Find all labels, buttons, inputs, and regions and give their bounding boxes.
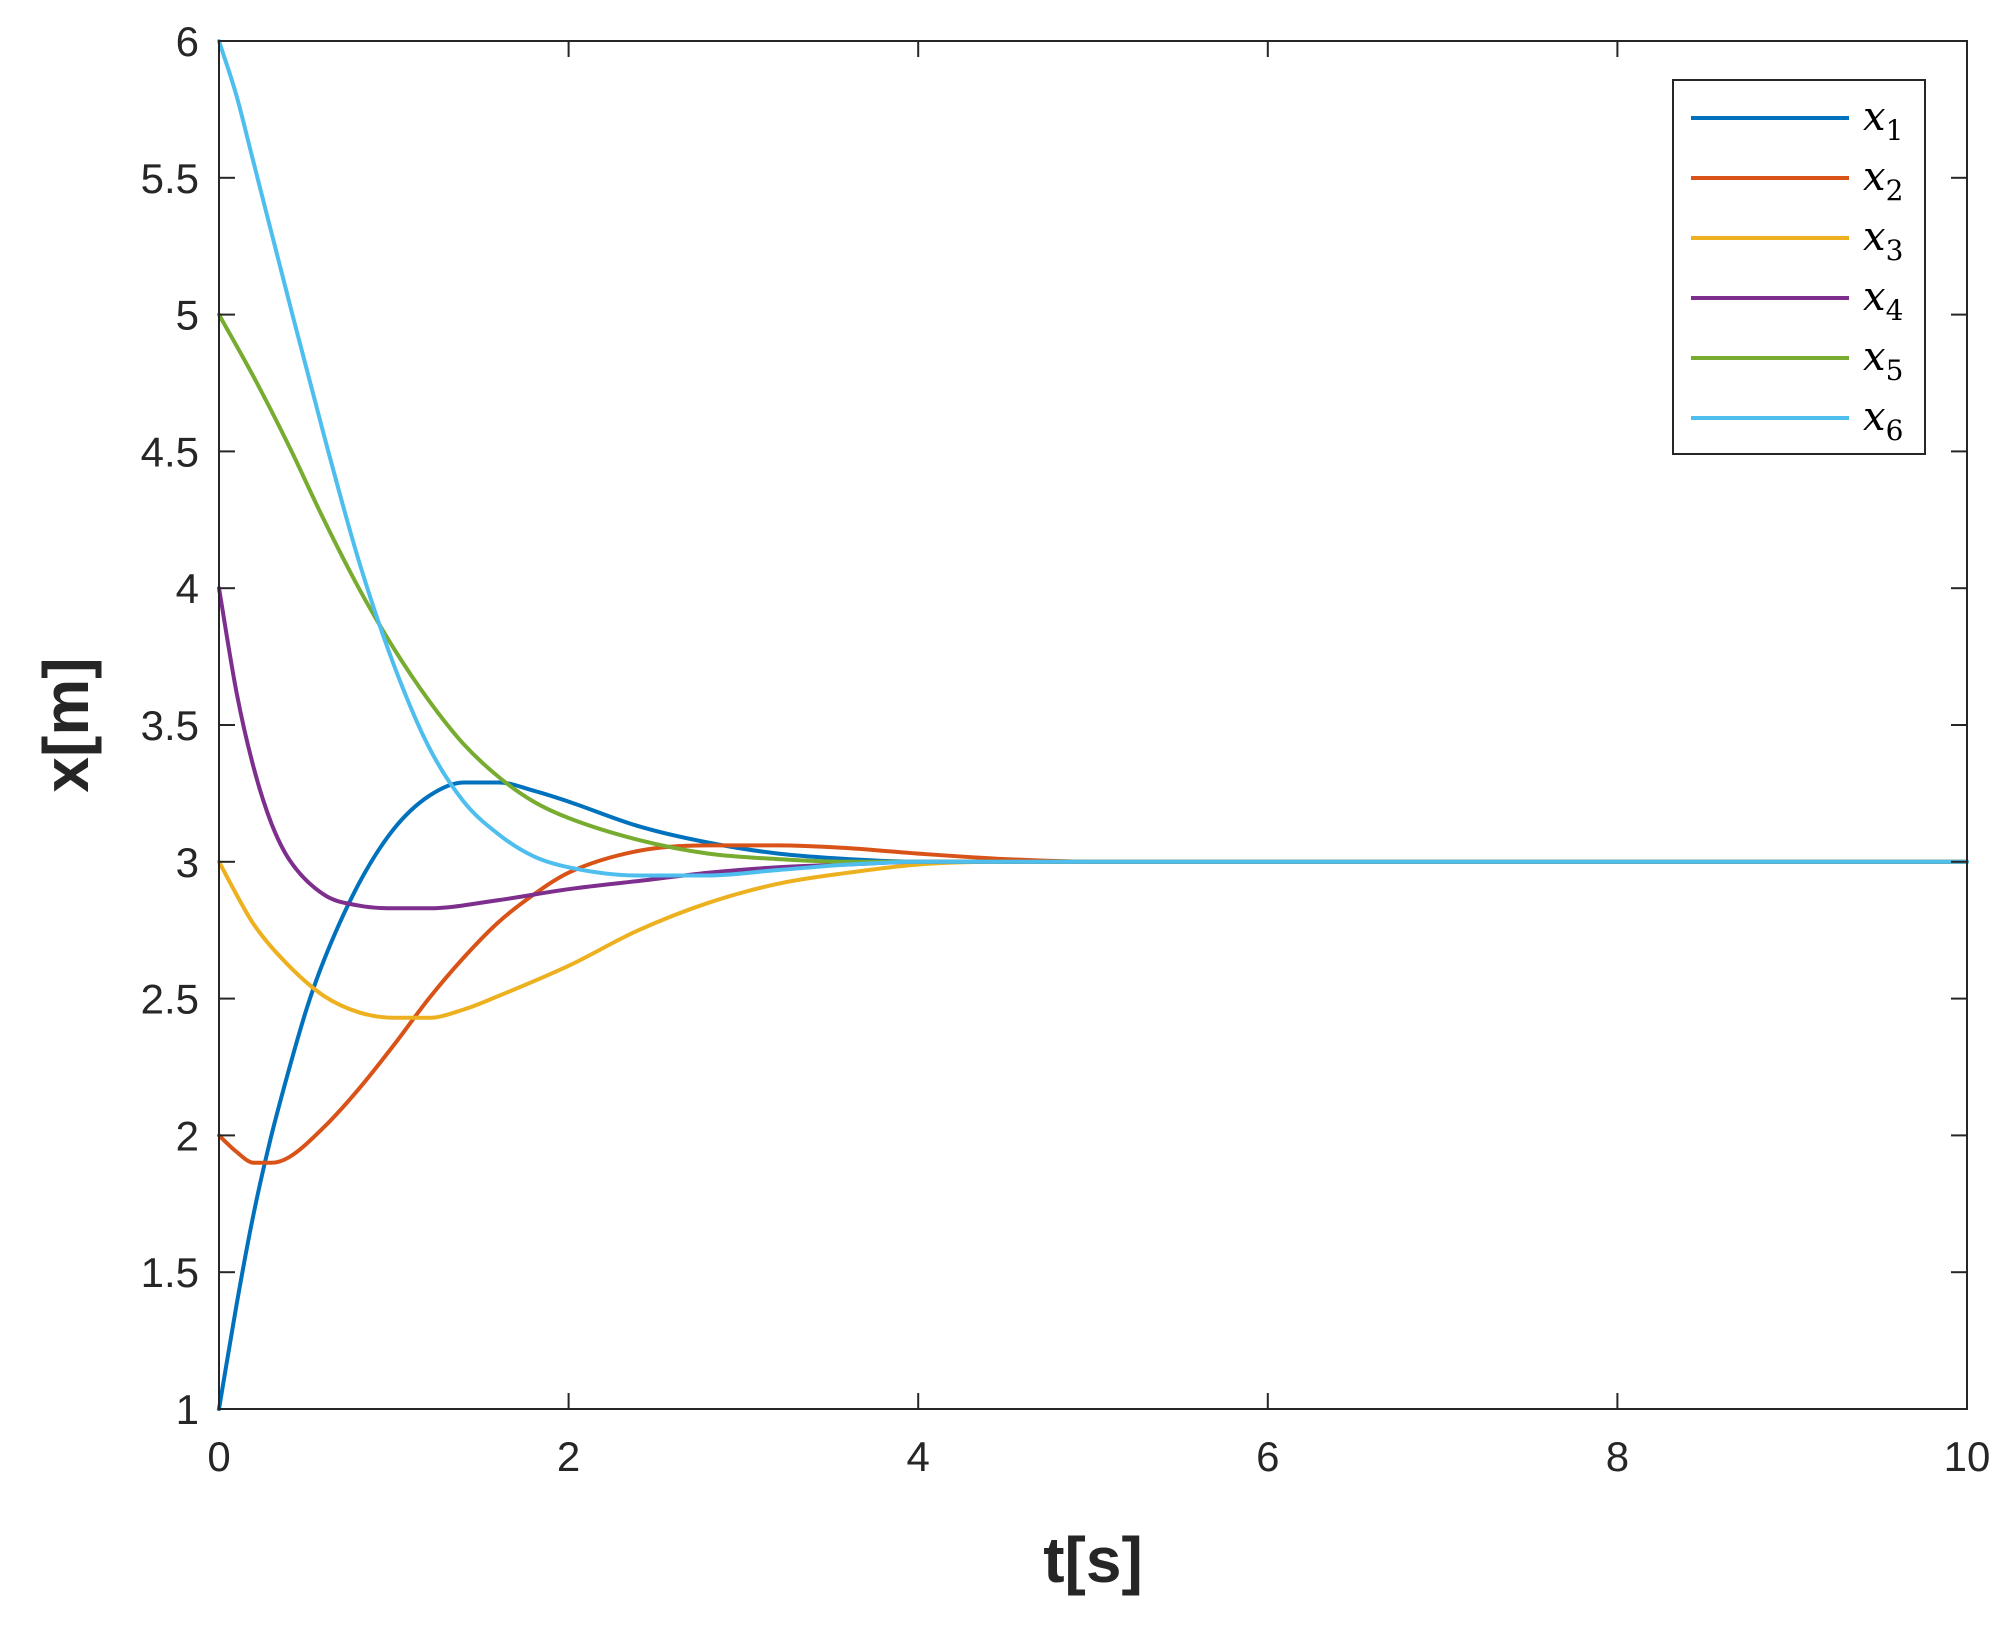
legend-label-name: x	[1863, 334, 1886, 380]
x-tick-label: 0	[207, 1433, 230, 1480]
legend-label-name: x	[1863, 394, 1886, 440]
y-tick-label: 3.5	[141, 702, 199, 749]
series-layer	[217, 39, 1969, 1411]
legend-label-name: x	[1863, 274, 1886, 320]
y-tick-label: 5	[176, 292, 199, 339]
legend-label-subscript: 1	[1886, 114, 1904, 147]
legend-label-x1: x1	[1863, 94, 1903, 147]
x-tick-label: 6	[1256, 1433, 1279, 1480]
legend-label-subscript: 3	[1886, 234, 1904, 267]
legend-label-x5: x5	[1863, 334, 1903, 387]
x-tick-label: 10	[1944, 1433, 1991, 1480]
y-tick-label: 4.5	[141, 428, 199, 475]
x-tick-label: 2	[557, 1433, 580, 1480]
legend-label-subscript: 5	[1886, 354, 1904, 387]
plot-area-frame	[218, 40, 1968, 1410]
legend-label-name: x	[1863, 214, 1886, 260]
legend-label-name: x	[1863, 154, 1886, 200]
y-tick-label: 5.5	[141, 155, 199, 202]
y-tick-label: 4	[176, 565, 199, 612]
tick-layer: 0 2 4 6 8 10 1 1.5 2 2.5 3 3.5 4 4.5 5 5.5 6	[141, 18, 1991, 1480]
legend-box	[1672, 79, 1926, 455]
y-tick-label: 6	[176, 18, 199, 65]
y-tick-label: 1	[176, 1386, 199, 1433]
legend-label-x2: x2	[1863, 154, 1903, 207]
y-tick-label: 1.5	[141, 1249, 199, 1296]
x-axis-label: t[s]	[1043, 1524, 1143, 1596]
legend-label-subscript: 4	[1886, 294, 1904, 327]
legend-label-x6: x6	[1863, 394, 1903, 447]
y-tick-label: 2.5	[141, 976, 199, 1023]
series-line-x6	[217, 39, 1969, 878]
legend-label-subscript: 6	[1886, 414, 1904, 447]
legend-label-x3: x3	[1863, 214, 1903, 267]
y-tick-label: 2	[176, 1112, 199, 1159]
y-axis-label: x[m]	[30, 657, 102, 792]
legend-label-name: x	[1863, 94, 1886, 140]
y-tick-label: 3	[176, 839, 199, 886]
legend-label-subscript: 2	[1886, 174, 1904, 207]
legend-label-x4: x4	[1863, 274, 1903, 327]
x-tick-label: 8	[1606, 1433, 1629, 1480]
x-tick-label: 4	[907, 1433, 930, 1480]
